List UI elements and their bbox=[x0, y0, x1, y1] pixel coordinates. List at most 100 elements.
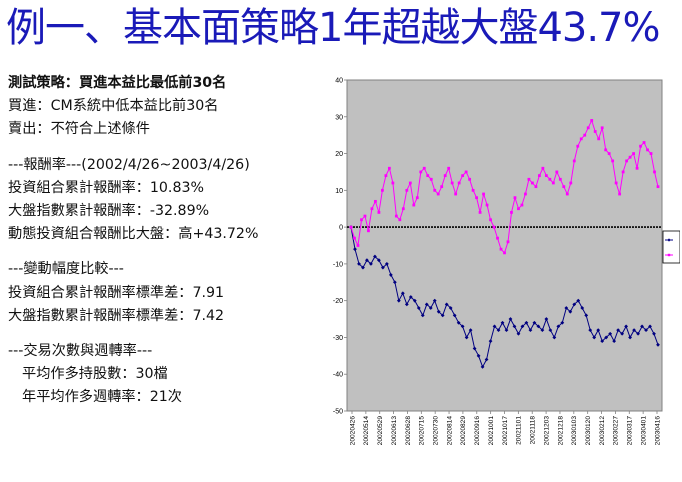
data-point bbox=[504, 328, 509, 332]
data-point bbox=[363, 214, 367, 218]
data-point bbox=[472, 346, 477, 351]
x-tick-label: 20020628 bbox=[405, 416, 412, 446]
x-tick-label: 20021118 bbox=[530, 416, 537, 445]
data-point bbox=[512, 324, 517, 329]
data-point bbox=[380, 265, 385, 270]
x-tick-label: 20021101 bbox=[516, 416, 523, 445]
y-tick-label: 10 bbox=[335, 188, 343, 195]
data-point bbox=[636, 331, 640, 336]
data-point bbox=[404, 302, 409, 307]
data-point bbox=[370, 207, 374, 211]
data-point bbox=[548, 177, 552, 181]
data-point bbox=[361, 265, 365, 270]
data-point bbox=[436, 192, 440, 196]
data-point bbox=[548, 328, 553, 332]
x-tick-label: 20020715 bbox=[419, 416, 426, 446]
x-tick-label: 20020613 bbox=[391, 416, 398, 446]
data-point bbox=[391, 181, 395, 185]
data-point bbox=[412, 298, 417, 303]
data-point bbox=[478, 211, 482, 214]
data-point bbox=[447, 166, 451, 170]
data-point bbox=[551, 181, 555, 185]
legend-portfolio-marker bbox=[667, 253, 671, 257]
data-point bbox=[496, 328, 501, 332]
data-point bbox=[640, 324, 644, 329]
x-tick-label: 20021203 bbox=[543, 416, 550, 446]
data-point bbox=[597, 137, 601, 141]
data-point bbox=[464, 170, 468, 174]
data-point bbox=[644, 328, 648, 332]
y-axis: 40 30 20 10 0 -10 -20 -30 -40 -50 bbox=[333, 78, 347, 416]
data-point bbox=[579, 137, 583, 141]
data-point bbox=[475, 196, 478, 200]
y-tick-label: -30 bbox=[333, 335, 343, 342]
data-point bbox=[394, 214, 398, 218]
data-point bbox=[503, 251, 506, 255]
data-point bbox=[528, 328, 533, 332]
data-point bbox=[544, 174, 548, 178]
x-tick-label: 20030416 bbox=[654, 416, 661, 446]
y-tick-label: -50 bbox=[333, 409, 343, 416]
x-tick-label: 20030227 bbox=[613, 416, 620, 446]
legend-box bbox=[662, 230, 680, 264]
data-point bbox=[380, 188, 384, 192]
data-point bbox=[568, 309, 573, 314]
data-point bbox=[388, 273, 393, 277]
x-tick-label: 20030317 bbox=[627, 416, 634, 446]
data-point bbox=[356, 244, 360, 247]
data-point bbox=[552, 335, 557, 340]
data-point bbox=[596, 328, 601, 332]
data-point bbox=[517, 207, 520, 211]
data-point bbox=[424, 302, 429, 307]
x-tick-label: 20020426 bbox=[349, 416, 356, 446]
data-point bbox=[532, 320, 537, 325]
data-point bbox=[576, 144, 580, 148]
data-point bbox=[471, 188, 475, 192]
buy-rule: 買進：CM系統中低本益比前30名 bbox=[8, 98, 219, 115]
data-point bbox=[464, 335, 469, 340]
data-point bbox=[440, 313, 445, 318]
data-point bbox=[648, 324, 652, 329]
data-point bbox=[572, 302, 577, 307]
data-point bbox=[400, 291, 405, 296]
data-point bbox=[416, 306, 421, 310]
data-point bbox=[496, 236, 499, 240]
data-point bbox=[440, 185, 444, 189]
data-point bbox=[632, 328, 636, 332]
data-point bbox=[614, 181, 618, 185]
data-point bbox=[444, 302, 449, 307]
sell-rule: 賣出：不符合上述條件 bbox=[8, 121, 150, 138]
data-point bbox=[456, 320, 461, 325]
data-point bbox=[396, 298, 401, 303]
data-point bbox=[556, 324, 561, 329]
data-point bbox=[432, 298, 437, 303]
data-point bbox=[500, 320, 505, 325]
data-point bbox=[367, 229, 370, 233]
x-axis: 20020426 20020514 20020529 20020613 20020628… bbox=[349, 411, 661, 445]
data-point bbox=[527, 177, 531, 181]
data-point bbox=[480, 364, 485, 369]
y-tick-label: -10 bbox=[333, 261, 343, 268]
strategy-text: 測試策略：買進本益比最低前30名 買進：CM系統中低本益比前30名 賣出：不符合… bbox=[8, 72, 320, 409]
data-point bbox=[422, 166, 426, 170]
data-point bbox=[353, 236, 356, 240]
data-point bbox=[531, 181, 534, 185]
data-point bbox=[492, 324, 497, 329]
data-point bbox=[489, 218, 492, 222]
data-point bbox=[476, 353, 481, 358]
y-tick-label: -20 bbox=[333, 298, 343, 305]
data-point bbox=[488, 339, 493, 344]
data-point bbox=[625, 159, 629, 163]
data-point bbox=[649, 152, 653, 155]
data-point bbox=[590, 119, 594, 122]
data-point bbox=[616, 328, 621, 332]
data-point bbox=[436, 309, 441, 314]
data-point bbox=[468, 177, 472, 181]
data-point bbox=[377, 258, 381, 263]
data-point bbox=[540, 328, 545, 332]
data-point bbox=[384, 261, 389, 266]
data-point bbox=[621, 170, 625, 174]
data-point bbox=[452, 313, 457, 318]
data-point bbox=[387, 166, 391, 170]
data-point bbox=[524, 192, 527, 196]
